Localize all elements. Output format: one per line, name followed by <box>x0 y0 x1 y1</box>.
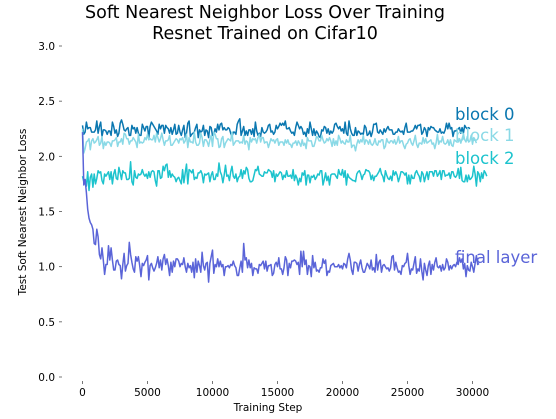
y-tick-label: 2.0 <box>38 151 55 163</box>
x-tick-label: 10000 <box>196 387 229 399</box>
y-tick-label: 3.0 <box>38 41 55 53</box>
series-label-block-0: block 0 <box>455 105 515 124</box>
x-axis: 0 5000 10000 15000 20000 25000 30000 <box>79 381 489 399</box>
x-tick-label: 20000 <box>326 387 359 399</box>
x-tick-label: 0 <box>79 387 86 399</box>
series-line-block-0 <box>81 118 471 139</box>
x-tick-label: 25000 <box>391 387 424 399</box>
series-label-block-2: block 2 <box>455 149 515 168</box>
y-tick-label: 1.0 <box>38 262 55 274</box>
plot-series <box>81 118 488 283</box>
x-tick-label: 15000 <box>261 387 294 399</box>
y-axis-label: Test Soft Nearest Neighbor Loss <box>17 129 29 297</box>
series-labels: block 0 block 1 block 2 final layer <box>455 105 537 267</box>
y-tick-label: 0.5 <box>38 317 55 329</box>
series-line-block-1 <box>81 128 478 154</box>
y-tick-label: 2.5 <box>38 96 55 108</box>
x-axis-label: Training Step <box>233 402 303 414</box>
series-label-block-1: block 1 <box>455 126 515 145</box>
x-tick-label: 30000 <box>456 387 489 399</box>
series-line-block-2 <box>81 161 488 192</box>
chart-subtitle: Resnet Trained on Cifar10 <box>152 24 378 44</box>
chart-title: Soft Nearest Neighbor Loss Over Training <box>85 3 445 23</box>
x-tick-label: 5000 <box>134 387 161 399</box>
y-tick-label: 0.0 <box>38 372 55 384</box>
y-tick-label: 1.5 <box>38 207 55 219</box>
series-label-final-layer: final layer <box>455 248 537 267</box>
series-line-final-layer <box>81 132 480 283</box>
y-axis: 0.0 0.5 1.0 1.5 2.0 2.5 3.0 <box>38 41 62 384</box>
